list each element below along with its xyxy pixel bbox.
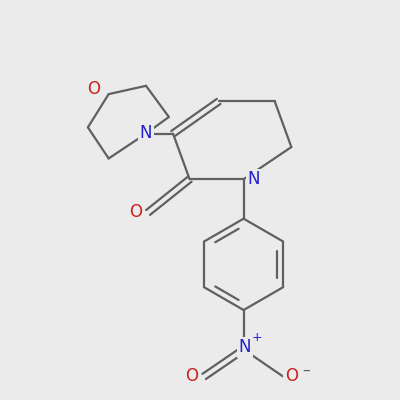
- Text: O: O: [285, 368, 298, 386]
- Text: O: O: [88, 80, 101, 98]
- Text: N: N: [140, 124, 152, 142]
- Text: N: N: [248, 170, 260, 188]
- Text: O: O: [185, 368, 198, 386]
- Text: +: +: [252, 330, 262, 344]
- Text: O: O: [129, 204, 142, 222]
- Text: –: –: [302, 363, 310, 378]
- Text: N: N: [238, 338, 251, 356]
